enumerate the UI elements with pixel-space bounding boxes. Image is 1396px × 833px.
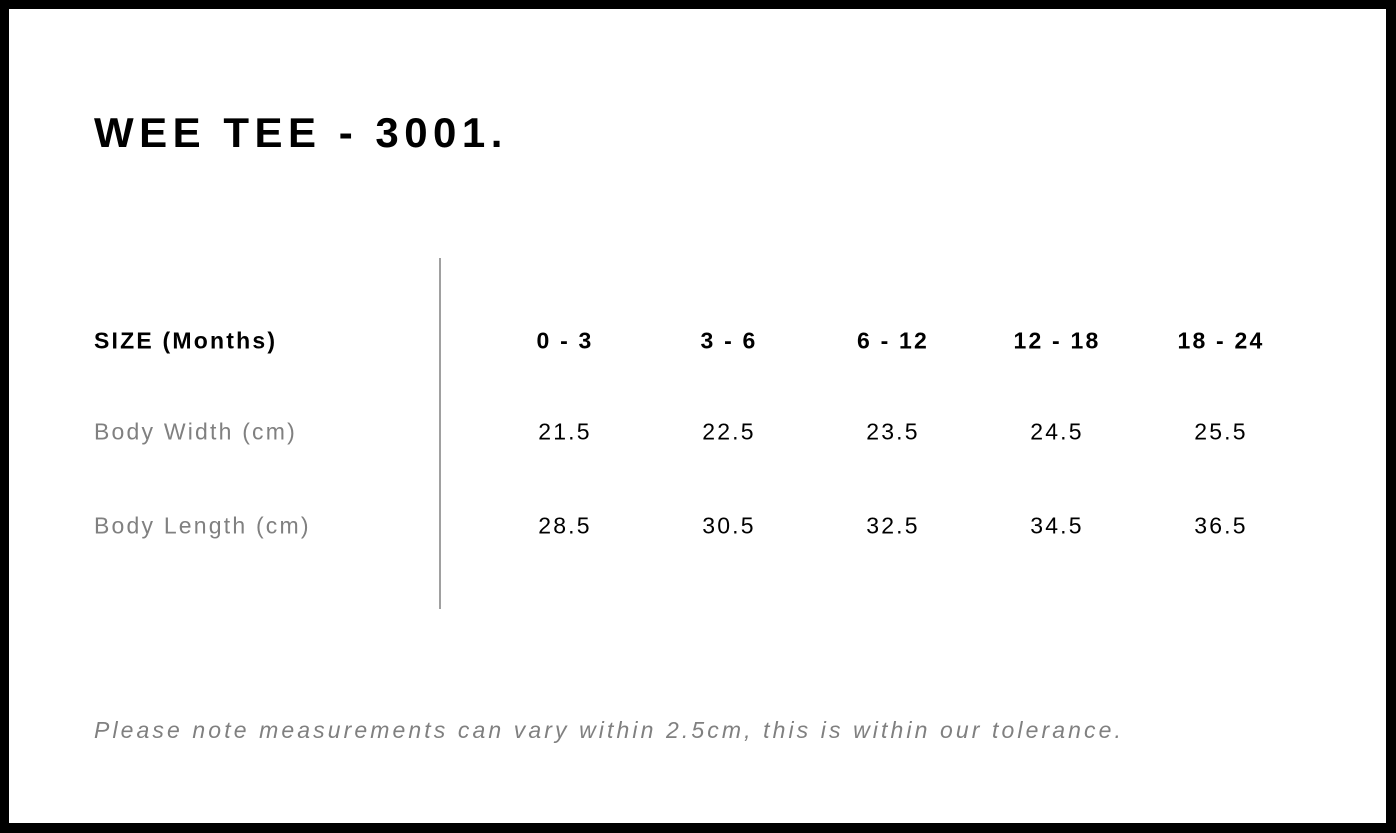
body-width-value: 23.5 [866,418,920,445]
body-length-value: 32.5 [866,512,920,539]
size-header: 0 - 3 [536,327,594,354]
body-length-value: 30.5 [702,512,756,539]
row-label-body-length: Body Length (cm) [94,512,311,539]
size-header: 12 - 18 [1013,327,1101,354]
product-title: WEE TEE - 3001. [94,109,508,156]
tolerance-note: Please note measurements can vary within… [94,717,1125,743]
size-header: 18 - 24 [1177,327,1265,354]
body-width-value: 22.5 [702,418,756,445]
body-length-value: 36.5 [1194,512,1248,539]
size-chart-card: WEE TEE - 3001. SIZE (Months) Body Width… [9,9,1386,823]
body-width-value: 25.5 [1194,418,1248,445]
body-width-value: 24.5 [1030,418,1084,445]
row-label-body-width: Body Width (cm) [94,418,297,445]
size-header: 6 - 12 [856,327,929,354]
size-header-label: SIZE (Months) [94,327,278,354]
column-divider [439,258,441,609]
body-length-value: 34.5 [1030,512,1084,539]
size-header: 3 - 6 [700,327,758,354]
body-width-value: 21.5 [538,418,592,445]
body-length-value: 28.5 [538,512,592,539]
